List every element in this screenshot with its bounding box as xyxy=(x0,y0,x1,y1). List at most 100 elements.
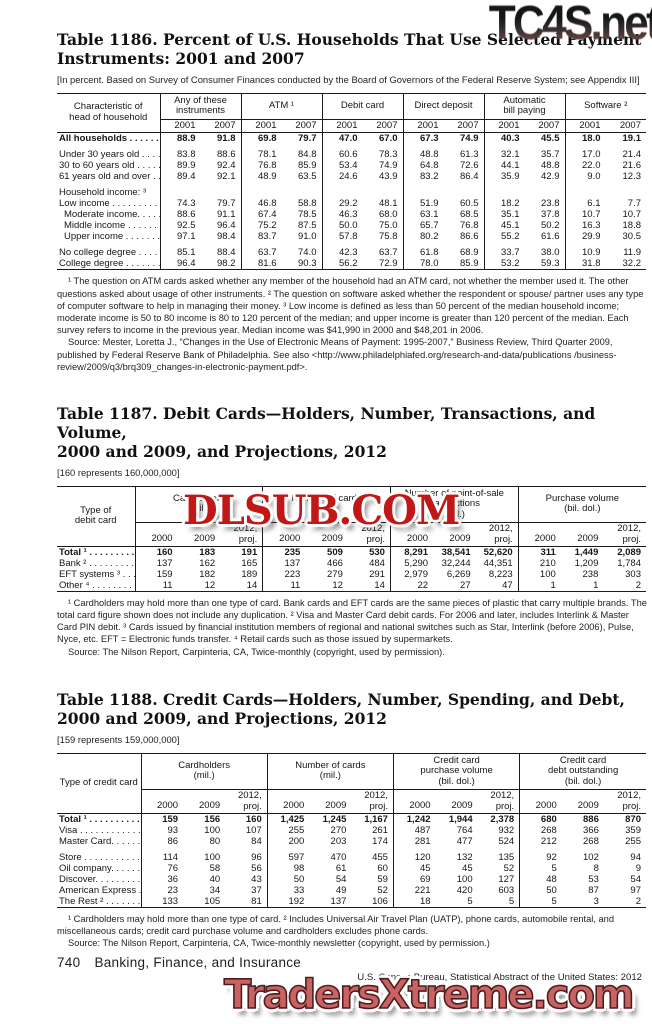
cell: 69 xyxy=(392,873,436,885)
proj-header-line: 2012, xyxy=(233,523,258,535)
cell: 38.0 xyxy=(541,247,560,259)
stub-header-line: debit card xyxy=(74,515,117,527)
table-1186-footnotes: ¹ The question on ATM cards asked whethe… xyxy=(57,275,647,373)
table-row: Total ¹ . . . . . . . . . . . 159 156 160 1,… xyxy=(57,812,646,825)
row-label: College degree . . . . . . . . . xyxy=(59,258,160,270)
cell: 98.4 xyxy=(217,231,236,243)
cell: 89.9 xyxy=(159,160,201,172)
cell: 10.9 xyxy=(564,247,606,259)
year-header: 2009 xyxy=(577,800,599,812)
cell: 100 xyxy=(517,568,561,580)
cell: 1,245 xyxy=(309,812,352,825)
cell: 21.4 xyxy=(622,149,642,161)
cell: 56 xyxy=(251,862,262,874)
cell: 1,242 xyxy=(392,812,436,825)
cell: 137 xyxy=(134,557,178,569)
table-row: 61 years old and over . . . .89.4 92.1 48.… xyxy=(57,171,646,183)
year-header: 2009 xyxy=(577,533,599,545)
cell: 120 xyxy=(392,851,436,863)
group-header: Credit card purchase volume (bil. dol.) xyxy=(392,753,520,791)
table-row: Household income: ³ xyxy=(57,187,647,199)
group-header-line: (mil.) xyxy=(188,503,210,515)
stub-header: Type of credit card xyxy=(57,753,141,813)
cell: 174 xyxy=(372,835,388,847)
spacer-row xyxy=(57,242,646,248)
cell xyxy=(564,144,606,150)
year-header: 2001 xyxy=(402,119,444,133)
row-label: Household income: ³ xyxy=(59,187,147,199)
cell: 162 xyxy=(199,557,216,569)
cell: 81 xyxy=(251,895,262,907)
year-header: 2007 xyxy=(457,119,479,131)
row-label: The Rest ² . . . . . . . . . xyxy=(59,895,141,907)
year-header: 2009 xyxy=(449,533,471,545)
cell: 81.6 xyxy=(240,258,282,270)
cell: 524 xyxy=(498,835,515,847)
cell xyxy=(321,182,363,188)
cell: 61 xyxy=(335,862,347,874)
cell: 1 xyxy=(517,579,561,592)
cell: 221 xyxy=(392,884,436,896)
group-header-line: (mil.) xyxy=(193,770,215,782)
cell: 932 xyxy=(498,824,515,836)
year-header: 2007 xyxy=(214,119,236,131)
cell: 50.2 xyxy=(541,220,560,232)
title-line-1: Table 1187. Debit Cards—Holders, Number,… xyxy=(57,404,596,442)
footnote: ¹ Cardholders may hold more than one typ… xyxy=(57,597,647,645)
proj-header-line: 2012, xyxy=(488,523,513,535)
cell xyxy=(282,187,323,198)
cell xyxy=(363,187,404,198)
page-number: 740 xyxy=(57,955,81,970)
group-header-line: purchase volume xyxy=(420,765,493,777)
cell: 48.9 xyxy=(240,171,282,183)
cell: 7.7 xyxy=(627,198,641,210)
cell xyxy=(240,182,282,188)
row-label: American Express . . . xyxy=(59,884,141,896)
cell: 29.9 xyxy=(564,231,606,243)
section-title: Banking, Finance, and Insurance xyxy=(94,955,302,970)
proj-header-line: 2012, xyxy=(617,523,641,535)
cell xyxy=(402,182,444,188)
group-header: Direct deposit xyxy=(402,93,484,120)
cell xyxy=(266,846,310,852)
year-header: 2001 xyxy=(564,119,606,133)
year-header: 2009 xyxy=(194,533,216,545)
row-label: Total ¹ . . . . . . . . . . xyxy=(57,545,135,558)
cell: 53.2 xyxy=(483,258,525,270)
proj-header: 2012, proj. xyxy=(351,790,393,813)
cell: 63.7 xyxy=(379,247,398,259)
footnote: ¹ The question on ATM cards asked whethe… xyxy=(57,276,644,336)
cell: 44,351 xyxy=(483,557,513,569)
title-line-1: Table 1188. Credit Cards—Holders, Number… xyxy=(57,690,625,709)
cell: 83.2 xyxy=(402,171,444,183)
row-label: Moderate income. . . . . . . xyxy=(64,209,160,221)
cell xyxy=(321,144,363,150)
cell: 32.2 xyxy=(622,258,642,270)
cell: 91.8 xyxy=(200,132,241,145)
cell xyxy=(606,187,647,198)
cell: 65.7 xyxy=(402,220,444,232)
cell: 102 xyxy=(583,851,599,863)
cell: 80.2 xyxy=(402,231,444,243)
cell: 48 xyxy=(519,873,562,885)
title-line-1: Table 1186. Percent of U.S. Households T… xyxy=(57,30,642,49)
table-row: 30 to 60 years old . . . . . . .89.9 92.4… xyxy=(57,160,646,172)
cell: 83.7 xyxy=(240,231,282,243)
cell: 255 xyxy=(625,835,641,847)
cell: 5,290 xyxy=(389,557,434,569)
cell: 47.0 xyxy=(321,132,363,145)
cell: 53.4 xyxy=(321,160,363,172)
cell: 87 xyxy=(588,884,599,896)
proj-header-line: 2012, xyxy=(364,790,388,802)
cell: 96.4 xyxy=(217,220,236,232)
table-body: Total ¹ . . . . . . . . . . 160 183 191 235 5… xyxy=(57,545,646,592)
group-header-line: (mil.) xyxy=(319,770,341,782)
table-1188-container: Type of credit card Cardholders (mil.) Numb… xyxy=(57,752,647,908)
cell: 46.8 xyxy=(240,198,282,210)
year-header: 2000 xyxy=(389,522,434,547)
cell: 160 xyxy=(225,812,268,825)
cell: 470 xyxy=(330,851,347,863)
cell: 22 xyxy=(389,579,434,592)
stub-header-line: Characteristic of xyxy=(73,101,143,113)
cell: 420 xyxy=(456,884,473,896)
